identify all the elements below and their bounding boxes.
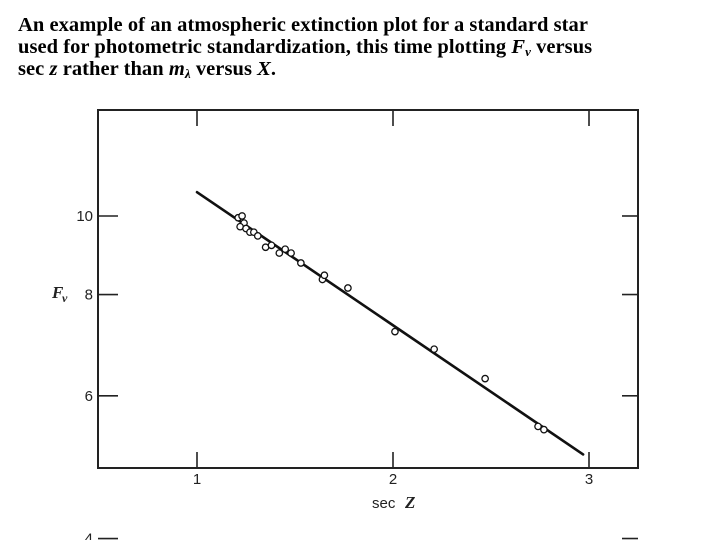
- x-axis-label-prefix: sec: [372, 495, 396, 512]
- data-point: [287, 249, 295, 257]
- data-point: [253, 232, 262, 240]
- y-axis-label-sub: ν: [62, 291, 68, 305]
- data-points-group: [234, 212, 548, 434]
- caption-var-f: F: [511, 36, 526, 58]
- caption-sub-lambda: λ: [184, 66, 191, 81]
- caption-var-z: z: [49, 58, 58, 80]
- caption-line-2: used for photometric standardization, th…: [18, 36, 708, 58]
- y-axis-label-var: F: [51, 283, 64, 302]
- data-point: [238, 212, 246, 220]
- caption-text: sec: [18, 58, 50, 80]
- caption-text: versus: [190, 58, 258, 80]
- caption-var-x: X: [257, 58, 271, 80]
- data-point: [540, 425, 548, 434]
- figure-caption: An example of an atmospheric extinction …: [18, 14, 708, 80]
- data-point: [275, 249, 284, 257]
- x-tick-label: 3: [585, 471, 593, 488]
- caption-text: .: [270, 58, 277, 80]
- y-tick-label: 6: [85, 388, 93, 405]
- data-point: [267, 241, 276, 250]
- y-tick-label: 8: [85, 287, 93, 304]
- caption-text: used for photometric standardization, th…: [18, 36, 512, 58]
- caption-var-m: m: [168, 58, 185, 80]
- data-point: [281, 245, 290, 254]
- x-tick-label: 2: [389, 471, 397, 488]
- caption-sub-nu: ν: [525, 44, 531, 59]
- x-axis-label-var: Z: [404, 493, 415, 512]
- data-point: [481, 374, 489, 383]
- data-point: [391, 327, 399, 336]
- x-tick-label: 1: [193, 471, 201, 488]
- caption-text: versus: [530, 36, 593, 58]
- data-point: [320, 271, 329, 280]
- y-tick-label: 10: [76, 208, 93, 225]
- caption-line-3: sec z rather than mλ versus X.: [18, 58, 708, 80]
- plot-frame: [97, 109, 639, 469]
- y-tick-label: 4: [85, 531, 93, 540]
- data-point: [344, 284, 352, 292]
- caption-line-1: An example of an atmospheric extinction …: [18, 14, 588, 36]
- data-point: [297, 259, 305, 267]
- tick-group: 1 2 3 4 6 8 10: [76, 110, 638, 540]
- caption-text: rather than: [57, 58, 169, 80]
- data-point: [430, 345, 439, 354]
- data-point: [534, 422, 542, 431]
